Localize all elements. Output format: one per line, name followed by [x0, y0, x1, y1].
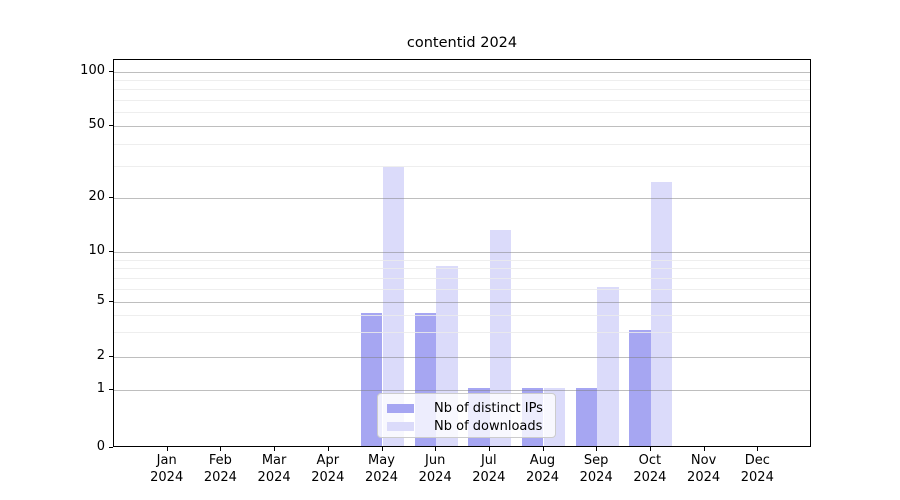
y-tick-mark	[109, 300, 113, 302]
bar-downloads-may	[382, 166, 405, 446]
legend-swatch-distinct-ips	[387, 404, 414, 413]
gridline-minor	[114, 80, 810, 82]
x-tick-mark	[220, 447, 222, 451]
x-axis-tick-label: Sep 2024	[579, 453, 613, 485]
y-axis-tick-label: 100	[80, 63, 105, 78]
x-tick-mark	[435, 447, 437, 451]
x-tick-mark	[488, 447, 490, 451]
x-tick-mark	[381, 447, 383, 451]
x-axis-tick-label: Mar 2024	[257, 453, 291, 485]
plot-area: Nb of distinct IPs Nb of downloads	[113, 59, 811, 447]
gridline-major	[114, 252, 810, 253]
x-axis-tick-label: May 2024	[364, 453, 399, 485]
y-axis-tick-label: 0	[96, 439, 105, 454]
x-axis-tick-label: Apr 2024	[311, 453, 345, 485]
y-tick-mark	[109, 447, 113, 448]
bar-downloads-oct	[650, 181, 673, 446]
gridline-minor	[114, 315, 810, 316]
gridline-minor	[114, 89, 810, 91]
x-tick-mark	[649, 447, 651, 451]
x-axis-tick-label: Oct 2024	[633, 453, 667, 485]
y-axis-tick-label: 5	[96, 292, 105, 308]
x-axis-tick-label: Dec 2024	[740, 453, 774, 485]
chart-title: contentid 2024	[406, 35, 518, 51]
y-tick-mark	[109, 125, 113, 126]
gridline-minor	[114, 143, 810, 145]
y-axis-tick-label: 20	[88, 189, 105, 204]
y-tick-mark	[109, 251, 113, 252]
gridline-minor	[114, 288, 810, 290]
gridline-major	[114, 357, 810, 358]
legend-entry-downloads: Nb of downloads	[387, 418, 547, 435]
x-axis-tick-label: Nov 2024	[687, 453, 721, 485]
gridline-major	[114, 301, 810, 303]
y-tick-mark	[109, 356, 113, 357]
gridline-major	[114, 72, 810, 73]
bar-distinct-ips-sep	[575, 388, 598, 446]
gridline-major	[114, 198, 810, 199]
x-tick-mark	[596, 447, 598, 451]
bar-downloads-jul	[489, 229, 512, 446]
y-axis-tick-label: 10	[88, 243, 105, 258]
x-tick-mark	[274, 447, 276, 451]
y-tick-mark	[109, 389, 113, 390]
legend-label-downloads: Nb of downloads	[434, 419, 543, 434]
gridline-minor	[114, 259, 810, 261]
x-tick-mark	[757, 447, 759, 451]
gridline-minor	[114, 99, 810, 101]
x-axis-tick-label: Jul 2024	[472, 453, 506, 485]
legend-swatch-downloads	[387, 422, 414, 431]
legend: Nb of distinct IPs Nb of downloads	[377, 393, 556, 438]
x-axis-tick-label: Jun 2024	[418, 453, 452, 485]
gridline-major	[114, 390, 810, 391]
x-tick-mark	[327, 447, 329, 451]
y-axis-tick-label: 50	[88, 117, 105, 132]
bar-distinct-ips-oct	[629, 330, 651, 446]
gridline-major	[114, 126, 810, 127]
gridline-minor	[114, 111, 810, 113]
gridline-minor	[114, 166, 810, 168]
x-tick-mark	[703, 447, 705, 451]
x-axis-tick-label: Jan 2024	[150, 453, 184, 485]
y-axis-tick-label: 2	[96, 348, 105, 363]
gridline-minor	[114, 267, 810, 269]
y-tick-mark	[109, 71, 113, 72]
x-axis-tick-label: Feb 2024	[203, 453, 237, 485]
legend-label-distinct-ips: Nb of distinct IPs	[434, 401, 543, 416]
x-axis-tick-label: Aug 2024	[525, 453, 560, 485]
x-tick-mark	[542, 447, 544, 451]
y-axis-tick-label: 1	[96, 381, 105, 396]
legend-entry-distinct-ips: Nb of distinct IPs	[387, 400, 547, 417]
x-tick-mark	[166, 447, 168, 451]
gridline-minor	[114, 277, 810, 279]
bar-downloads-sep	[597, 286, 619, 446]
gridline-minor	[114, 332, 810, 334]
y-tick-mark	[109, 197, 113, 198]
